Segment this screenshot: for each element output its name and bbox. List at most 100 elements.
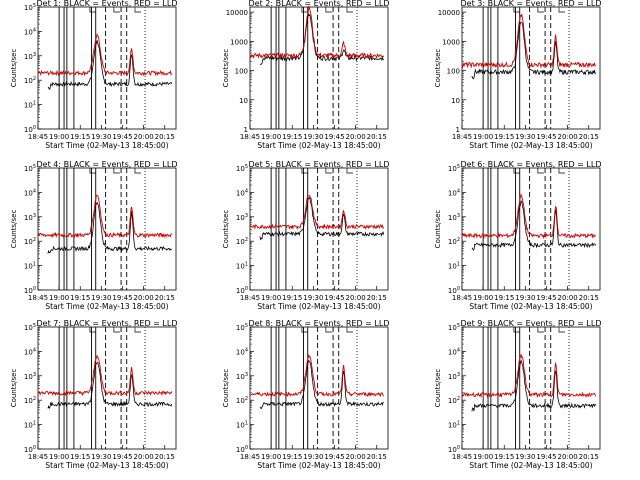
y-tick-label: 102 bbox=[24, 237, 36, 246]
plot-frame bbox=[461, 326, 601, 450]
y-tick-label: 104 bbox=[236, 188, 248, 197]
y-tick-label: 100 bbox=[24, 445, 36, 454]
saa-marker bbox=[89, 327, 96, 333]
series-lld-line bbox=[249, 354, 384, 398]
series-events-line bbox=[471, 358, 597, 412]
x-tick-label: 20:15 bbox=[367, 133, 387, 141]
x-tick-label: 19:45 bbox=[112, 133, 132, 141]
y-tick-label: 102 bbox=[448, 396, 460, 405]
y-tick-label: 1 bbox=[456, 126, 460, 134]
saa-marker bbox=[346, 327, 353, 333]
y-tick-label: 100 bbox=[24, 286, 36, 295]
y-tick-label: 100 bbox=[235, 68, 248, 76]
saa-marker bbox=[325, 7, 332, 13]
saa-marker bbox=[325, 168, 332, 174]
plot-frame bbox=[37, 326, 177, 450]
saa-marker bbox=[113, 168, 120, 174]
y-tick-label: 103 bbox=[24, 213, 36, 222]
x-tick-label: 19:30 bbox=[303, 294, 323, 302]
y-tick-label: 104 bbox=[236, 347, 248, 356]
x-tick-label: 20:15 bbox=[155, 133, 175, 141]
x-tick-label: 19:00 bbox=[49, 133, 69, 141]
x-axis-label: Start Time (02-May-13 18:45:00) bbox=[45, 461, 168, 470]
x-tick-label: 18:45 bbox=[240, 294, 260, 302]
y-tick-label: 104 bbox=[24, 188, 36, 197]
saa-marker bbox=[346, 7, 353, 13]
saa-marker bbox=[134, 168, 141, 174]
saa-marker bbox=[113, 7, 120, 13]
plot-frame bbox=[249, 6, 389, 130]
x-axis-label: Start Time (02-May-13 18:45:00) bbox=[469, 141, 592, 150]
x-tick-label: 20:00 bbox=[558, 453, 578, 461]
y-tick-label: 104 bbox=[448, 347, 460, 356]
y-tick-label: 105 bbox=[448, 323, 460, 332]
x-tick-label: 20:15 bbox=[579, 453, 599, 461]
x-tick-label: 19:00 bbox=[473, 133, 493, 141]
panel-5: Det 5: BLACK = Events, RED = LLD 100 101 10… bbox=[222, 160, 389, 311]
x-tick-label: 19:45 bbox=[112, 453, 132, 461]
panel-title: Det 3: BLACK = Events, RED = LLD bbox=[461, 0, 602, 8]
saa-marker bbox=[537, 7, 544, 13]
x-axis-label: Start Time (02-May-13 18:45:00) bbox=[45, 302, 168, 311]
x-tick-label: 19:30 bbox=[515, 453, 535, 461]
y-tick-label: 101 bbox=[236, 262, 248, 271]
x-tick-label: 19:30 bbox=[515, 133, 535, 141]
panel-title: Det 2: BLACK = Events, RED = LLD bbox=[249, 0, 390, 8]
y-tick-label: 102 bbox=[24, 396, 36, 405]
x-axis-label: Start Time (02-May-13 18:45:00) bbox=[45, 141, 168, 150]
series-lld-line bbox=[37, 194, 173, 239]
x-tick-label: 19:15 bbox=[494, 453, 514, 461]
saa-marker bbox=[558, 168, 565, 174]
x-tick-label: 20:00 bbox=[346, 294, 366, 302]
y-tick-label: 100 bbox=[236, 286, 248, 295]
panel-title: Det 6: BLACK = Events, RED = LLD bbox=[461, 160, 602, 169]
saa-marker bbox=[89, 7, 96, 13]
x-tick-label: 19:00 bbox=[473, 453, 493, 461]
x-tick-label: 19:15 bbox=[70, 133, 90, 141]
y-axis-label: Counts/sec bbox=[222, 369, 230, 408]
x-tick-label: 20:15 bbox=[579, 294, 599, 302]
x-axis-label: Start Time (02-May-13 18:45:00) bbox=[257, 461, 380, 470]
x-tick-label: 18:45 bbox=[28, 453, 48, 461]
y-tick-label: 105 bbox=[448, 164, 460, 173]
plot-frame bbox=[461, 167, 601, 291]
x-tick-label: 18:45 bbox=[28, 294, 48, 302]
series-events-line bbox=[47, 40, 173, 90]
x-axis-label: Start Time (02-May-13 18:45:00) bbox=[257, 141, 380, 150]
saa-marker bbox=[513, 7, 520, 13]
y-tick-label: 102 bbox=[236, 396, 248, 405]
saa-marker bbox=[301, 327, 308, 333]
y-tick-label: 101 bbox=[24, 421, 36, 430]
saa-marker bbox=[113, 327, 120, 333]
saa-marker bbox=[513, 327, 520, 333]
x-tick-label: 19:30 bbox=[515, 294, 535, 302]
series-events-line bbox=[47, 201, 172, 254]
y-tick-label: 103 bbox=[236, 372, 248, 381]
x-axis-label: Start Time (02-May-13 18:45:00) bbox=[469, 461, 592, 470]
x-tick-label: 19:00 bbox=[49, 453, 69, 461]
saa-marker bbox=[134, 7, 141, 13]
series-events-line bbox=[259, 196, 385, 241]
plot-frame bbox=[37, 167, 177, 291]
panel-title: Det 4: BLACK = Events, RED = LLD bbox=[37, 160, 178, 169]
y-tick-label: 105 bbox=[24, 323, 36, 332]
x-tick-label: 19:45 bbox=[324, 133, 344, 141]
x-tick-label: 20:00 bbox=[558, 294, 578, 302]
panel-3: Det 3: BLACK = Events, RED = LLD 1 10 100 10… bbox=[434, 0, 601, 150]
x-tick-label: 19:45 bbox=[112, 294, 132, 302]
y-tick-label: 104 bbox=[448, 188, 460, 197]
y-tick-label: 102 bbox=[236, 237, 248, 246]
y-axis-label: Counts/sec bbox=[10, 369, 18, 408]
x-tick-label: 19:15 bbox=[70, 453, 90, 461]
panel-title: Det 7: BLACK = Events, RED = LLD bbox=[37, 319, 178, 328]
x-tick-label: 20:00 bbox=[346, 453, 366, 461]
series-lld-line bbox=[461, 354, 597, 399]
x-tick-label: 19:45 bbox=[536, 453, 556, 461]
y-tick-label: 101 bbox=[24, 101, 36, 110]
x-tick-label: 19:45 bbox=[324, 294, 344, 302]
x-tick-label: 19:15 bbox=[282, 453, 302, 461]
x-tick-label: 19:00 bbox=[261, 133, 281, 141]
panel-7: Det 7: BLACK = Events, RED = LLD 100 101 10… bbox=[10, 319, 177, 470]
saa-marker bbox=[301, 168, 308, 174]
